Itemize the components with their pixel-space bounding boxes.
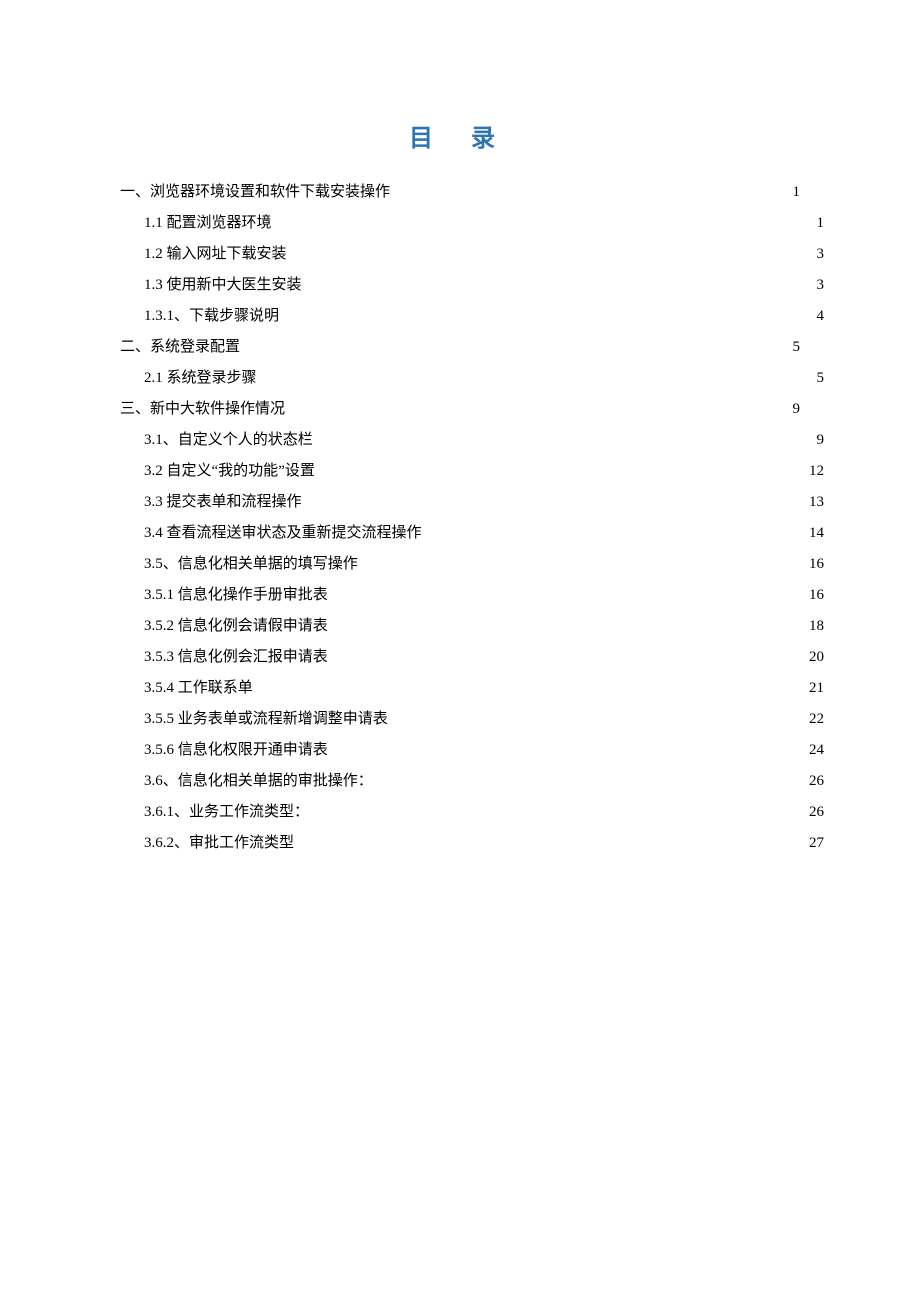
toc-entry-label: 3.6.1、业务工作流类型： bbox=[144, 797, 309, 828]
toc-entry[interactable]: 1.3 使用新中大医生安装 3 bbox=[120, 270, 824, 301]
toc-entry-label: 2.1 系统登录步骤 bbox=[144, 363, 257, 394]
toc-entry[interactable]: 一、浏览器环境设置和软件下载安装操作 1 bbox=[120, 177, 800, 208]
toc-entry-page: 27 bbox=[809, 828, 824, 859]
toc-entry-label: 3.3 提交表单和流程操作 bbox=[144, 487, 302, 518]
toc-entry[interactable]: 2.1 系统登录步骤 5 bbox=[120, 363, 824, 394]
toc-entry-label: 3.5.1 信息化操作手册审批表 bbox=[144, 580, 328, 611]
toc-entry-page: 3 bbox=[817, 270, 825, 301]
toc-entry[interactable]: 3.5.1 信息化操作手册审批表 16 bbox=[120, 580, 824, 611]
toc-entry-label: 1.1 配置浏览器环境 bbox=[144, 208, 272, 239]
toc-entry-label: 3.5.2 信息化例会请假申请表 bbox=[144, 611, 328, 642]
toc-entry-page: 9 bbox=[817, 425, 825, 456]
toc-entry-label: 三、新中大软件操作情况 bbox=[120, 394, 285, 425]
toc-entry[interactable]: 1.2 输入网址下载安装 3 bbox=[120, 239, 824, 270]
toc-entry[interactable]: 3.5、信息化相关单据的填写操作 16 bbox=[120, 549, 824, 580]
toc-entry[interactable]: 三、新中大软件操作情况 9 bbox=[120, 394, 800, 425]
toc-list: 一、浏览器环境设置和软件下载安装操作 11.1 配置浏览器环境 1 1.2 输入网址下… bbox=[120, 177, 800, 859]
toc-entry-page: 20 bbox=[809, 642, 824, 673]
toc-entry[interactable]: 3.5.5 业务表单或流程新增调整申请表 22 bbox=[120, 704, 824, 735]
toc-entry[interactable]: 3.5.6 信息化权限开通申请表 24 bbox=[120, 735, 824, 766]
toc-entry-page: 12 bbox=[809, 456, 824, 487]
toc-entry-page: 26 bbox=[809, 766, 824, 797]
toc-entry[interactable]: 3.3 提交表单和流程操作 13 bbox=[120, 487, 824, 518]
toc-entry[interactable]: 二、系统登录配置 5 bbox=[120, 332, 800, 363]
toc-entry-label: 3.5.4 工作联系单 bbox=[144, 673, 253, 704]
toc-entry-label: 3.2 自定义“我的功能”设置 bbox=[144, 456, 315, 487]
toc-entry[interactable]: 3.2 自定义“我的功能”设置 12 bbox=[120, 456, 824, 487]
toc-entry-label: 一、浏览器环境设置和软件下载安装操作 bbox=[120, 177, 390, 208]
toc-entry-page: 18 bbox=[809, 611, 824, 642]
toc-entry-page: 9 bbox=[793, 394, 801, 425]
toc-entry[interactable]: 3.6.2、审批工作流类型 27 bbox=[120, 828, 824, 859]
toc-title: 目 录 bbox=[120, 118, 800, 153]
toc-entry[interactable]: 3.5.2 信息化例会请假申请表 18 bbox=[120, 611, 824, 642]
toc-entry-label: 二、系统登录配置 bbox=[120, 332, 240, 363]
toc-entry-label: 3.5.6 信息化权限开通申请表 bbox=[144, 735, 328, 766]
toc-entry-page: 5 bbox=[793, 332, 801, 363]
toc-entry[interactable]: 3.4 查看流程送审状态及重新提交流程操作 14 bbox=[120, 518, 824, 549]
toc-entry-page: 26 bbox=[809, 797, 824, 828]
toc-entry-page: 21 bbox=[809, 673, 824, 704]
toc-entry[interactable]: 3.5.3 信息化例会汇报申请表 20 bbox=[120, 642, 824, 673]
toc-entry-page: 3 bbox=[817, 239, 825, 270]
toc-entry-page: 1 bbox=[817, 208, 825, 239]
toc-entry[interactable]: 1.1 配置浏览器环境 1 bbox=[120, 208, 824, 239]
toc-entry-page: 5 bbox=[817, 363, 825, 394]
toc-entry-label: 1.2 输入网址下载安装 bbox=[144, 239, 287, 270]
toc-entry-label: 3.1、自定义个人的状态栏 bbox=[144, 425, 313, 456]
toc-entry-page: 1 bbox=[793, 177, 801, 208]
toc-entry-page: 14 bbox=[809, 518, 824, 549]
toc-entry[interactable]: 3.1、自定义个人的状态栏 9 bbox=[120, 425, 824, 456]
toc-entry-page: 13 bbox=[809, 487, 824, 518]
document-page: 目 录 一、浏览器环境设置和软件下载安装操作11.1 配置浏览器环境11.2 输… bbox=[0, 0, 920, 1302]
toc-entry-label: 3.6.2、审批工作流类型 bbox=[144, 828, 294, 859]
toc-entry-label: 3.4 查看流程送审状态及重新提交流程操作 bbox=[144, 518, 422, 549]
toc-entry-label: 3.5、信息化相关单据的填写操作 bbox=[144, 549, 358, 580]
toc-entry-label: 1.3.1、下载步骤说明 bbox=[144, 301, 279, 332]
toc-entry[interactable]: 3.6.1、业务工作流类型： 26 bbox=[120, 797, 824, 828]
toc-entry-label: 1.3 使用新中大医生安装 bbox=[144, 270, 302, 301]
toc-entry[interactable]: 3.6、信息化相关单据的审批操作： 26 bbox=[120, 766, 824, 797]
toc-entry-page: 22 bbox=[809, 704, 824, 735]
toc-entry-label: 3.6、信息化相关单据的审批操作： bbox=[144, 766, 373, 797]
toc-entry-page: 16 bbox=[809, 549, 824, 580]
toc-entry[interactable]: 3.5.4 工作联系单 21 bbox=[120, 673, 824, 704]
toc-entry-label: 3.5.5 业务表单或流程新增调整申请表 bbox=[144, 704, 388, 735]
toc-entry[interactable]: 1.3.1、下载步骤说明 4 bbox=[120, 301, 824, 332]
toc-entry-page: 16 bbox=[809, 580, 824, 611]
toc-entry-page: 24 bbox=[809, 735, 824, 766]
toc-entry-page: 4 bbox=[817, 301, 825, 332]
toc-entry-label: 3.5.3 信息化例会汇报申请表 bbox=[144, 642, 328, 673]
